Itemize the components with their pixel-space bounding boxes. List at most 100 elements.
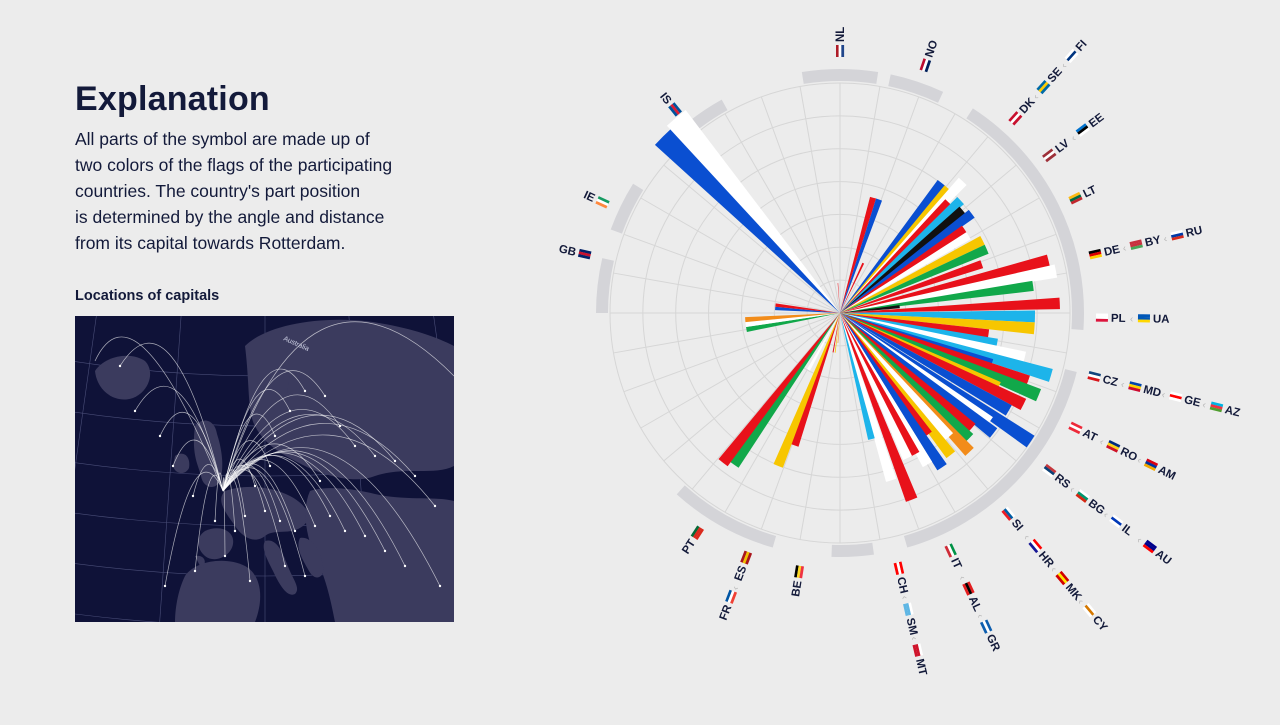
country-label-group: PL ‹ UA [1095, 313, 1170, 326]
map-route [222, 434, 436, 507]
map-capital-dot [248, 579, 252, 583]
country-code-label: PT [680, 538, 698, 557]
label-separator: ‹ [1067, 484, 1076, 495]
country-group-arc [831, 542, 874, 557]
flag-wedge [840, 244, 989, 313]
map-capital-dot [413, 474, 417, 478]
polar-spoke [623, 233, 841, 314]
country-code-label: DE [1103, 243, 1122, 258]
flag-wedge [840, 254, 1051, 313]
country-code-label: IS [657, 91, 673, 107]
country-code-label: IL [1119, 523, 1134, 539]
flag-icon [577, 248, 592, 260]
flag-icon [1028, 538, 1043, 554]
label-separator: ‹ [1201, 400, 1207, 411]
flag-icon [1209, 401, 1224, 413]
polar-spoke [623, 312, 841, 393]
flag-wedge [840, 313, 897, 482]
flag-wedge [745, 313, 840, 328]
flag-wedge [775, 303, 840, 313]
flag-wedge [840, 313, 1035, 335]
explanation-line: two colors of the flags of the participa… [75, 155, 393, 175]
flag-wedge [837, 283, 840, 313]
country-code-label: UA [1153, 313, 1170, 325]
flag-wedge [840, 313, 954, 440]
flag-icon [1075, 489, 1090, 503]
country-code-label: MT [913, 658, 928, 677]
flag-wedge [840, 313, 875, 440]
flag-wedge [840, 185, 952, 313]
country-label-group: SI‹HR‹MK‹CY [1001, 506, 1109, 634]
map-route [222, 409, 356, 492]
map-route [164, 471, 224, 587]
map-capital-dot [191, 494, 195, 498]
flag-wedge [746, 313, 840, 332]
label-separator: ‹ [730, 585, 741, 592]
polar-spoke [724, 113, 841, 314]
flag-wedge [840, 199, 952, 313]
map-capital-dot [158, 434, 162, 438]
map-capital-dot [393, 459, 397, 463]
map-capital-dot [353, 444, 357, 448]
country-code-label: NL [835, 27, 847, 42]
label-separator: ‹ [974, 612, 985, 620]
country-code-label: ES [733, 564, 750, 583]
country-code-label: EE [1087, 111, 1107, 130]
flag-wedge [840, 313, 933, 468]
flag-wedge [773, 313, 840, 468]
flag-icon [1095, 313, 1109, 322]
map-capital-dot [328, 514, 332, 518]
explanation-line: countries. The country's part position [75, 181, 361, 201]
country-group-arc [888, 74, 944, 103]
flag-icon [1068, 191, 1083, 205]
label-separator: ‹ [1031, 92, 1041, 102]
flag-icon [1142, 539, 1158, 554]
flag-icon [903, 602, 914, 616]
country-code-label: CZ [1101, 374, 1119, 389]
polar-spoke [663, 164, 841, 314]
map-capital-dot [373, 454, 377, 458]
map-route [119, 342, 224, 492]
polar-spoke [613, 272, 841, 314]
country-code-label: GB [558, 243, 578, 259]
map-route [222, 370, 326, 492]
capitals-map: Australia [75, 316, 454, 622]
label-separator: ‹ [1048, 565, 1059, 575]
label-separator: ‹ [898, 595, 909, 601]
map-capital-dot [233, 529, 237, 533]
flag-wedge [666, 110, 840, 313]
map-title: Locations of capitals [75, 288, 220, 304]
explanation-text: All parts of the symbol are made up of t… [75, 126, 465, 256]
country-label-group: LV‹ EE [1042, 111, 1107, 163]
label-separator: ‹ [1160, 389, 1166, 400]
country-label-group: IE [582, 189, 610, 209]
map-capital-dot [303, 389, 307, 393]
map-capital-dot [338, 424, 342, 428]
flag-icon [1087, 371, 1102, 382]
flag-wedge [840, 313, 1027, 411]
flag-wedge [745, 313, 840, 323]
map-route [214, 472, 224, 522]
country-code-label: GR [984, 633, 1002, 654]
polar-arcs [596, 69, 1084, 557]
map-capital-dot [433, 504, 437, 508]
map-longitude-line [159, 316, 182, 622]
map-route [222, 467, 306, 577]
flag-icon [1036, 79, 1051, 95]
flag-wedge [840, 313, 920, 457]
flag-icon [912, 643, 924, 657]
label-separator: ‹ [1130, 314, 1134, 325]
flag-icon [919, 58, 932, 73]
polar-spoke [640, 312, 841, 429]
map-route [222, 414, 376, 492]
map-routes [94, 321, 454, 588]
flag-icon [1055, 570, 1070, 586]
flag-wedge [807, 313, 840, 371]
map-capital-dot [133, 409, 137, 413]
country-code-label: MD [1142, 384, 1162, 400]
map-capital-dot [438, 584, 442, 588]
polar-spoke [760, 96, 841, 314]
country-code-label: CH [894, 576, 909, 595]
flag-icon [725, 589, 738, 604]
flag-wedge [840, 260, 984, 313]
